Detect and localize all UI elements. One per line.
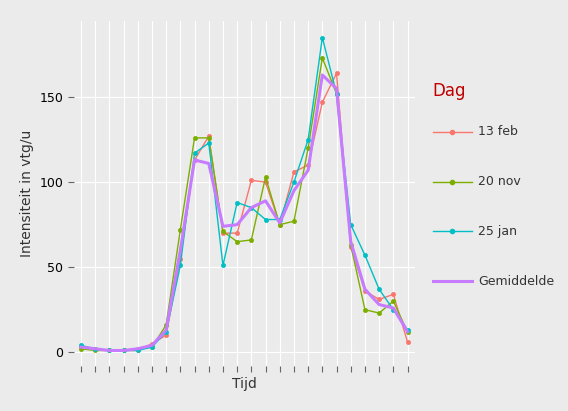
Text: Gemiddelde: Gemiddelde xyxy=(478,275,554,288)
X-axis label: Tijd: Tijd xyxy=(232,377,257,391)
Text: 20 nov: 20 nov xyxy=(478,175,521,188)
Text: 25 jan: 25 jan xyxy=(478,225,517,238)
Text: Dag: Dag xyxy=(433,82,466,100)
Y-axis label: Intensiteit in vtg/u: Intensiteit in vtg/u xyxy=(20,129,34,257)
Text: 13 feb: 13 feb xyxy=(478,125,518,139)
